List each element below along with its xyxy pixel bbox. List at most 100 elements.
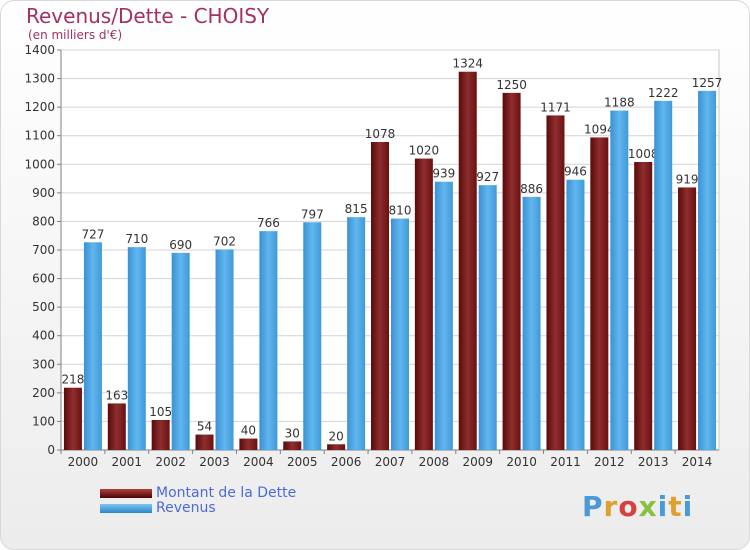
y-tick-label: 200 xyxy=(32,386,55,400)
y-tick-label: 1400 xyxy=(24,43,55,57)
bar-revenus xyxy=(522,196,541,450)
bar-dette xyxy=(327,444,346,450)
y-tick-label: 1000 xyxy=(24,157,55,171)
x-tick-label: 2001 xyxy=(112,455,143,469)
data-label-dette: 1094 xyxy=(584,122,615,136)
data-label-dette: 1324 xyxy=(452,57,483,71)
data-label-revenus: 1222 xyxy=(648,86,679,100)
bar-revenus xyxy=(654,100,673,450)
legend-label-revenus: Revenus xyxy=(156,500,216,516)
bar-revenus xyxy=(303,222,322,450)
y-tick-label: 800 xyxy=(32,214,55,228)
bar-dette xyxy=(634,162,653,450)
legend-swatch-revenus xyxy=(100,504,152,513)
bar-revenus xyxy=(434,181,453,450)
x-tick-label: 2003 xyxy=(199,455,230,469)
y-tick-label: 900 xyxy=(32,186,55,200)
data-label-revenus: 766 xyxy=(257,216,280,230)
bar-dette xyxy=(107,403,126,450)
bar-dette xyxy=(678,187,697,450)
data-label-revenus: 797 xyxy=(301,207,324,221)
data-label-revenus: 1188 xyxy=(604,96,635,110)
bar-dette xyxy=(590,137,609,450)
data-label-revenus: 810 xyxy=(389,204,412,218)
data-label-dette: 1171 xyxy=(540,100,571,114)
legend: Montant de la Dette Revenus xyxy=(100,486,296,516)
data-label-dette: 1020 xyxy=(409,144,440,158)
data-label-revenus: 927 xyxy=(476,170,499,184)
x-tick-label: 2012 xyxy=(594,455,625,469)
x-tick-label: 2009 xyxy=(462,455,493,469)
proxiti-logo: Proxiti xyxy=(582,490,694,523)
bar-revenus xyxy=(215,249,234,450)
x-tick-label: 2014 xyxy=(682,455,713,469)
y-tick-label: 100 xyxy=(32,414,55,428)
data-label-revenus: 702 xyxy=(213,234,236,248)
data-label-dette: 20 xyxy=(328,429,343,443)
y-tick-label: 1300 xyxy=(24,72,55,86)
y-tick-label: 700 xyxy=(32,243,55,257)
bar-dette xyxy=(546,115,565,450)
bar-dette xyxy=(63,387,82,450)
data-label-dette: 1008 xyxy=(628,147,659,161)
y-tick-label: 300 xyxy=(32,357,55,371)
x-tick-label: 2002 xyxy=(155,455,186,469)
bar-dette xyxy=(151,420,170,450)
data-label-dette: 163 xyxy=(105,388,128,402)
y-tick-label: 400 xyxy=(32,329,55,343)
bar-dette xyxy=(283,441,302,450)
data-label-revenus: 727 xyxy=(81,227,104,241)
data-label-dette: 1250 xyxy=(496,78,527,92)
bar-revenus xyxy=(171,252,190,450)
data-label-dette: 919 xyxy=(676,172,699,186)
legend-swatch-dette xyxy=(100,489,152,498)
data-label-revenus: 690 xyxy=(169,238,192,252)
x-tick-label: 2007 xyxy=(375,455,406,469)
data-label-revenus: 939 xyxy=(432,167,455,181)
bar-revenus xyxy=(566,179,585,450)
data-label-revenus: 946 xyxy=(564,165,587,179)
x-tick-label: 2005 xyxy=(287,455,318,469)
bar-revenus xyxy=(391,218,409,450)
y-tick-label: 0 xyxy=(47,443,55,457)
bar-dette xyxy=(371,142,389,450)
data-label-dette: 105 xyxy=(149,405,172,419)
data-label-dette: 54 xyxy=(197,420,212,434)
x-tick-label: 2006 xyxy=(331,455,362,469)
bar-dette xyxy=(239,438,258,450)
bar-dette xyxy=(195,434,214,450)
bar-revenus xyxy=(347,217,366,450)
x-tick-label: 2010 xyxy=(506,455,537,469)
x-tick-label: 2008 xyxy=(419,455,450,469)
data-label-revenus: 815 xyxy=(345,202,368,216)
bar-dette xyxy=(458,71,477,450)
y-tick-label: 1200 xyxy=(24,100,55,114)
data-label-revenus: 710 xyxy=(125,232,148,246)
legend-item-revenus: Revenus xyxy=(100,501,296,516)
bar-dette xyxy=(502,92,521,450)
data-label-revenus: 886 xyxy=(520,182,543,196)
x-tick-label: 2000 xyxy=(68,455,99,469)
x-tick-label: 2004 xyxy=(243,455,274,469)
chart-title: Revenus/Dette - CHOISY xyxy=(26,4,270,28)
bar-revenus xyxy=(83,242,102,450)
legend-item-dette: Montant de la Dette xyxy=(100,486,296,501)
data-label-dette: 30 xyxy=(285,426,300,440)
bar-revenus xyxy=(259,231,278,450)
data-label-dette: 218 xyxy=(61,373,84,387)
data-label-revenus: 1257 xyxy=(692,76,723,90)
bar-revenus xyxy=(127,247,146,450)
x-tick-label: 2011 xyxy=(550,455,581,469)
bar-revenus xyxy=(610,110,629,451)
chart-subtitle: (en milliers d'€) xyxy=(28,28,123,42)
data-label-dette: 1078 xyxy=(365,127,396,141)
y-tick-label: 1100 xyxy=(24,129,55,143)
bar-revenus xyxy=(698,90,717,450)
bar-dette xyxy=(414,158,433,451)
bar-revenus xyxy=(478,185,497,450)
x-tick-label: 2013 xyxy=(638,455,669,469)
y-tick-label: 600 xyxy=(32,272,55,286)
legend-label-dette: Montant de la Dette xyxy=(156,485,297,501)
data-label-dette: 40 xyxy=(241,424,256,438)
